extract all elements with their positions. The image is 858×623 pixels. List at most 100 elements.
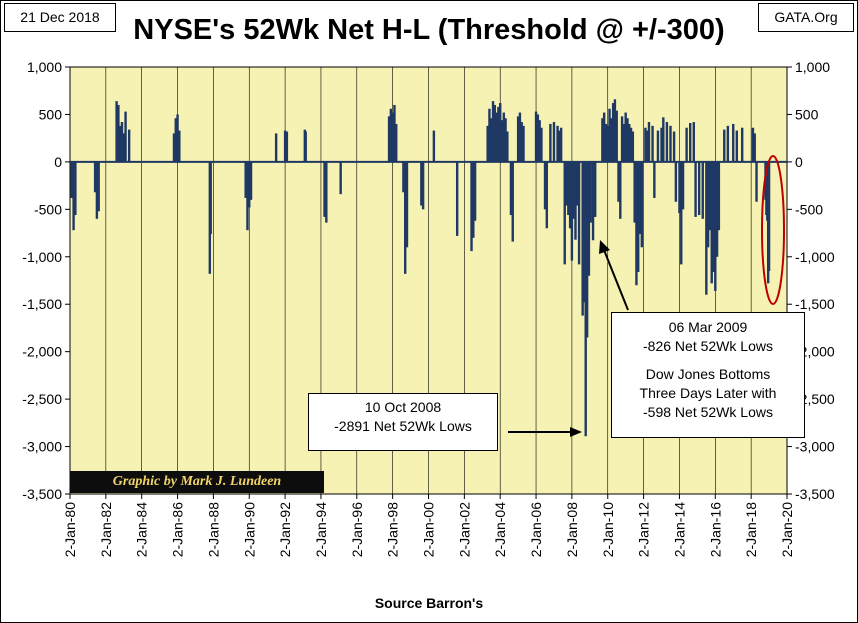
bar (393, 104, 396, 162)
bar (751, 127, 755, 162)
bar (511, 161, 514, 242)
annotation-line: Dow Jones Bottoms (645, 366, 771, 382)
bar (701, 161, 704, 219)
bar (403, 161, 407, 274)
credit-banner: Graphic by Mark J. Lundeen (70, 471, 324, 493)
x-tick-label: 2-Jan-82 (98, 502, 114, 557)
bar (710, 161, 713, 284)
bar (714, 161, 717, 291)
bar (509, 161, 513, 216)
bar (753, 133, 756, 162)
bar (594, 161, 597, 217)
bar (402, 161, 405, 193)
x-tick-label: 2-Jan-02 (456, 502, 472, 557)
y-tick-label-left: -500 (34, 201, 62, 217)
bar (740, 127, 744, 162)
bar (495, 112, 498, 162)
bar (572, 161, 575, 219)
bar (558, 130, 561, 162)
bar (570, 161, 574, 261)
bar (584, 161, 587, 437)
bar (536, 114, 540, 162)
bar (672, 131, 676, 162)
x-tick-label: 2-Jan-90 (241, 502, 257, 557)
bar (606, 125, 609, 162)
bar (678, 161, 681, 214)
bar (692, 122, 695, 162)
bar (491, 101, 495, 162)
bar (617, 161, 620, 202)
bar (538, 120, 541, 162)
bar (283, 130, 287, 162)
y-tick-label-right: -500 (795, 201, 823, 217)
bar (685, 127, 688, 162)
bar (567, 161, 570, 216)
bar (470, 161, 473, 252)
bar (712, 161, 715, 272)
x-tick-label: 2-Jan-10 (600, 502, 616, 557)
bar (70, 161, 73, 198)
bar (559, 127, 563, 162)
bar (633, 161, 636, 223)
highlight-ellipse (761, 155, 785, 305)
bar (732, 123, 735, 162)
x-tick-label: 2-Jan-84 (134, 502, 150, 557)
bar (624, 112, 627, 162)
bar (723, 129, 726, 162)
bar (613, 99, 617, 162)
bar (209, 161, 212, 235)
bar (516, 116, 520, 162)
arrow-oct-2008 (508, 427, 582, 437)
bar (681, 161, 685, 210)
bar (577, 161, 581, 265)
bar (520, 122, 523, 162)
x-tick-label: 2-Jan-14 (671, 502, 687, 557)
x-tick-label: 2-Jan-94 (313, 502, 329, 557)
bar (674, 161, 678, 202)
date-label: 21 Dec 2018 (4, 3, 116, 32)
bar (488, 108, 491, 162)
bar (176, 114, 179, 162)
bar (74, 161, 77, 216)
bar (697, 161, 701, 216)
bar (304, 131, 307, 162)
y-tick-label-right: 500 (795, 106, 819, 122)
x-tick-label: 2-Jan-08 (564, 502, 580, 557)
bar (244, 161, 247, 198)
bar (660, 127, 663, 162)
bar (472, 161, 475, 238)
bar (574, 161, 577, 240)
bar (689, 122, 692, 162)
bar (576, 161, 579, 206)
y-tick-label-right: -3,500 (795, 486, 835, 502)
bar (631, 131, 635, 162)
annotation-oct-2008: 10 Oct 2008 -2891 Net 52Wk Lows (308, 393, 498, 451)
bar (680, 161, 683, 265)
bar (638, 161, 642, 235)
bar (545, 161, 549, 229)
y-tick-label-right: -1,000 (795, 249, 835, 265)
bar (637, 161, 640, 272)
bar (497, 106, 500, 162)
bar (395, 123, 398, 162)
bar (622, 123, 626, 162)
bar (620, 116, 624, 162)
bar (735, 130, 739, 162)
bar (473, 161, 477, 221)
bar (120, 122, 124, 162)
x-tick-label: 2-Jan-20 (779, 502, 795, 557)
annotation-line: -826 Net 52Wk Lows (643, 338, 773, 354)
bar (755, 161, 758, 202)
y-tick-label-left: 500 (39, 106, 63, 122)
bar (493, 104, 497, 162)
source-label: GATA.Org (758, 3, 854, 32)
bar (490, 118, 493, 162)
bar (662, 117, 665, 162)
x-tick-label: 2-Jan-80 (62, 502, 78, 557)
bar (589, 161, 592, 223)
bar (665, 122, 669, 162)
annotation-line: 06 Mar 2009 (668, 319, 748, 335)
y-tick-label-left: -3,000 (22, 439, 62, 455)
bar (708, 161, 712, 231)
x-tick-label: 2-Jan-00 (421, 502, 437, 557)
